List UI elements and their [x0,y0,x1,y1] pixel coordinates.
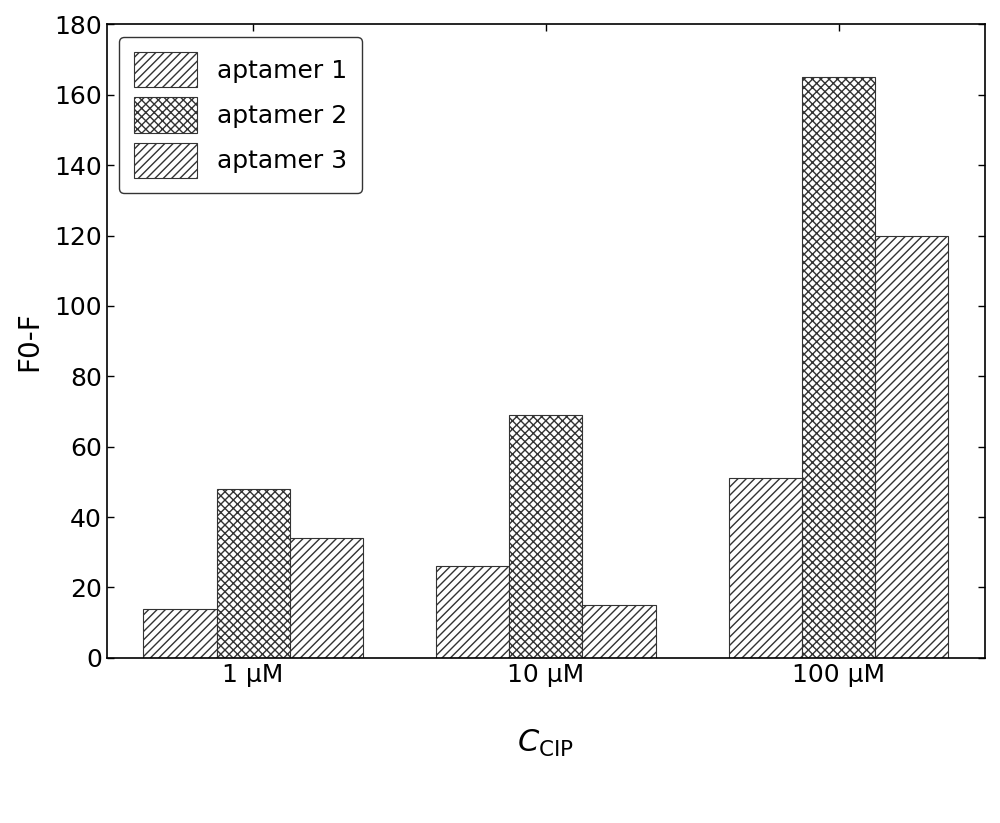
Bar [290,538,363,658]
Bar [143,608,217,658]
Text: $\it{C}_{\rm{CIP}}$: $\it{C}_{\rm{CIP}}$ [517,728,574,759]
Bar [436,566,509,658]
Legend: aptamer 1, aptamer 2, aptamer 3: aptamer 1, aptamer 2, aptamer 3 [119,37,362,193]
Bar [582,605,656,658]
Bar [875,235,948,658]
Y-axis label: F0-F: F0-F [15,311,43,371]
Bar [729,478,802,658]
Bar [509,415,582,658]
Bar [217,489,290,658]
Bar [802,77,875,658]
